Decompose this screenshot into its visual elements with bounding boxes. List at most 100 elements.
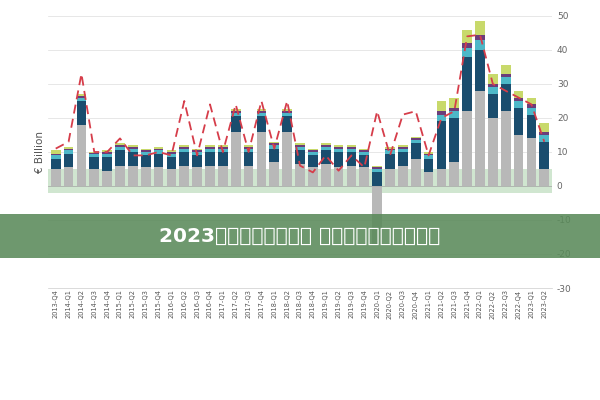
Bar xyxy=(347,152,356,166)
Bar xyxy=(103,154,112,157)
Bar xyxy=(154,167,163,186)
Bar xyxy=(295,145,305,147)
Bar xyxy=(283,116,292,132)
Bar xyxy=(231,132,241,186)
Bar xyxy=(218,145,227,147)
Bar xyxy=(398,145,407,147)
Bar xyxy=(308,167,317,186)
Bar xyxy=(283,132,292,186)
Bar xyxy=(539,169,549,186)
Bar xyxy=(64,150,73,154)
Bar xyxy=(193,167,202,186)
Bar xyxy=(231,111,241,113)
Bar xyxy=(141,148,151,150)
Bar xyxy=(257,113,266,116)
Bar xyxy=(527,104,536,108)
Bar xyxy=(154,147,163,148)
Bar xyxy=(463,111,472,186)
Bar xyxy=(244,148,253,152)
Bar xyxy=(218,148,227,152)
Bar xyxy=(359,152,369,155)
Bar xyxy=(103,157,112,171)
Bar xyxy=(411,138,421,140)
Bar xyxy=(244,166,253,186)
Bar xyxy=(244,152,253,166)
Bar xyxy=(269,148,279,162)
Bar xyxy=(48,169,552,193)
Bar xyxy=(527,108,536,114)
Bar xyxy=(411,137,421,138)
Bar xyxy=(527,114,536,138)
Bar xyxy=(321,164,331,186)
Bar xyxy=(167,154,176,157)
Bar xyxy=(373,166,382,167)
Bar xyxy=(475,91,485,186)
Bar xyxy=(89,154,99,157)
Bar xyxy=(51,155,61,159)
Bar xyxy=(437,169,446,186)
Bar xyxy=(321,144,331,145)
Bar xyxy=(334,145,343,147)
Bar xyxy=(437,114,446,121)
Bar xyxy=(424,159,433,172)
Bar xyxy=(193,148,202,150)
Bar xyxy=(475,40,485,50)
Bar xyxy=(539,135,549,142)
Bar xyxy=(257,111,266,113)
Bar xyxy=(398,166,407,186)
Bar xyxy=(141,150,151,152)
Bar xyxy=(77,101,86,125)
Bar xyxy=(218,166,227,186)
Bar xyxy=(398,148,407,152)
Bar xyxy=(373,169,382,172)
Bar xyxy=(501,84,511,111)
Bar xyxy=(308,152,317,155)
Bar xyxy=(424,154,433,155)
Bar xyxy=(308,148,317,150)
Bar xyxy=(167,157,176,169)
Bar xyxy=(514,98,523,101)
Bar xyxy=(77,96,86,98)
Bar xyxy=(244,147,253,148)
Bar xyxy=(115,147,125,150)
Bar xyxy=(167,152,176,154)
Bar xyxy=(347,145,356,147)
Bar xyxy=(154,150,163,154)
Bar xyxy=(115,145,125,147)
Bar xyxy=(128,148,137,152)
Bar xyxy=(411,144,421,159)
Bar xyxy=(501,74,511,77)
Bar xyxy=(411,159,421,186)
Bar xyxy=(283,110,292,111)
Bar xyxy=(449,118,459,162)
Bar xyxy=(373,167,382,169)
Bar xyxy=(193,155,202,167)
Bar xyxy=(449,108,459,111)
Bar xyxy=(295,144,305,145)
Bar xyxy=(437,111,446,114)
Bar xyxy=(167,150,176,152)
Bar xyxy=(424,152,433,154)
Bar xyxy=(539,123,549,132)
Bar xyxy=(103,171,112,186)
Bar xyxy=(89,169,99,186)
Bar xyxy=(51,150,61,154)
Bar xyxy=(347,148,356,152)
Bar xyxy=(269,144,279,145)
Bar xyxy=(283,113,292,116)
Bar xyxy=(385,169,395,186)
Bar xyxy=(437,121,446,169)
Bar xyxy=(475,35,485,40)
Bar xyxy=(539,132,549,135)
Bar xyxy=(424,155,433,159)
Bar xyxy=(269,145,279,148)
Bar xyxy=(359,167,369,186)
Bar xyxy=(179,145,189,147)
Bar xyxy=(89,157,99,169)
Bar xyxy=(514,91,523,98)
Bar xyxy=(334,152,343,167)
Bar xyxy=(449,111,459,118)
Bar xyxy=(89,152,99,153)
Bar xyxy=(77,94,86,96)
Bar xyxy=(359,148,369,150)
